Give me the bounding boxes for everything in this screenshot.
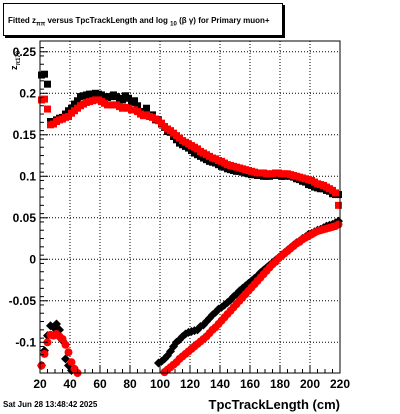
x-tick-label: 20 — [33, 377, 47, 391]
y-tick-labels: -0.1 -0.05 0 0.05 0.1 0.15 0.2 0.25 — [9, 45, 37, 350]
y-tick-label: 0.05 — [13, 211, 37, 225]
data-point — [64, 348, 73, 357]
y-tick-label: 0.1 — [19, 169, 36, 183]
data-point — [41, 95, 48, 103]
y-tick-label: 0 — [29, 252, 36, 266]
x-tick-label: 140 — [210, 377, 230, 391]
title-z: z — [32, 16, 37, 25]
y-tick-label: 0.15 — [13, 128, 37, 142]
chart-series — [37, 70, 343, 377]
data-point — [143, 104, 150, 112]
data-point — [125, 94, 132, 102]
data-point — [131, 97, 138, 105]
data-point — [67, 358, 76, 367]
title-beta-gamma: (β γ) — [179, 16, 196, 25]
title-mid: versus TpcTrackLength and log — [47, 16, 168, 25]
y-tick-label: -0.1 — [15, 335, 36, 349]
y-axis-label: zπ170 — [9, 51, 22, 70]
data-point — [74, 97, 81, 105]
title-suffix: for Primary muon+ — [198, 16, 270, 25]
y-tick-label: -0.05 — [9, 294, 37, 308]
title-z-sub: ππ — [36, 21, 46, 28]
x-tick-label: 80 — [123, 377, 137, 391]
x-tick-label: 120 — [180, 377, 200, 391]
y-axis-label-main: z — [9, 65, 19, 71]
footer-date: Sat Jun 28 13:48:42 2025 — [3, 400, 98, 409]
title-box: Fitted zππ versus TpcTrackLength and log… — [3, 3, 283, 36]
y-tick-label: 0.2 — [19, 86, 36, 100]
grid-lines — [40, 41, 340, 373]
y-axis-label-sub: π170 — [15, 50, 22, 66]
data-point — [334, 220, 343, 229]
y-tick-label: 0.25 — [13, 45, 37, 59]
x-tick-label: 100 — [150, 377, 170, 391]
series-red-square — [38, 95, 342, 209]
data-point — [332, 189, 339, 197]
data-point — [335, 201, 342, 209]
chart-title: Fitted zππ versus TpcTrackLength and log… — [8, 16, 270, 28]
x-tick-label: 160 — [240, 377, 260, 391]
data-point — [41, 70, 48, 78]
axis-ticks — [39, 47, 341, 373]
title-log-sub: 10 — [170, 21, 177, 28]
x-tick-label: 40 — [63, 377, 77, 391]
x-tick-label: 180 — [270, 377, 290, 391]
x-tick-labels: 20 40 60 80 100 120 140 160 180 200 220 — [33, 377, 350, 391]
series-red-circle — [37, 220, 343, 377]
data-point — [61, 340, 70, 349]
data-point — [40, 349, 49, 358]
title-prefix: Fitted — [8, 16, 30, 25]
x-tick-label: 220 — [330, 377, 350, 391]
x-axis-label: TpcTrackLength (cm) — [208, 397, 340, 412]
data-point — [134, 102, 141, 110]
data-point — [44, 80, 51, 88]
data-point — [44, 105, 51, 113]
x-tick-label: 200 — [300, 377, 320, 391]
data-point — [119, 96, 126, 104]
x-tick-label: 60 — [93, 377, 107, 391]
